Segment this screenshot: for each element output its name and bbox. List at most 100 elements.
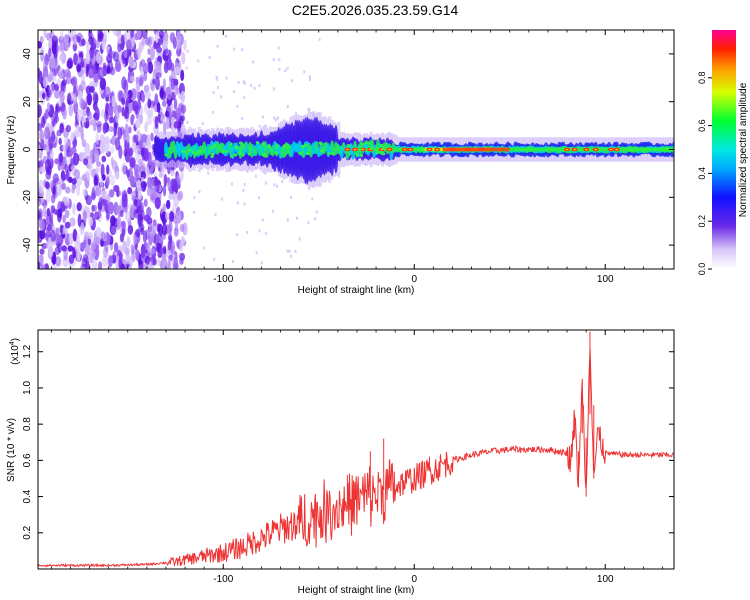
noise-speckle <box>128 147 134 158</box>
noise-speckle <box>147 61 154 74</box>
noise-speckle <box>159 90 167 101</box>
signal-blob <box>212 144 217 148</box>
noise-speckle <box>121 220 126 230</box>
noise-speckle <box>179 223 185 233</box>
signal-blob <box>366 141 371 145</box>
noise-speckle <box>39 159 44 168</box>
noise-speckle <box>61 182 67 191</box>
noise-speckle <box>165 116 170 130</box>
noise-speckle <box>70 165 76 172</box>
noise-speckle <box>62 78 68 86</box>
noise-speckle <box>170 241 176 254</box>
noise-speckle <box>65 38 69 52</box>
noise-speckle <box>71 187 76 194</box>
scatter-speckle <box>216 77 219 81</box>
scatter-speckle <box>214 213 217 217</box>
noise-speckle <box>114 171 120 180</box>
noise-speckle <box>135 249 140 261</box>
noise-speckle <box>113 184 120 193</box>
scatter-speckle <box>273 116 276 120</box>
scatter-speckle <box>198 190 201 194</box>
signal-blob <box>238 151 242 155</box>
noise-speckle <box>149 247 156 255</box>
noise-speckle <box>137 190 142 200</box>
signal-blob <box>303 143 308 148</box>
noise-speckle <box>72 203 76 216</box>
noise-speckle <box>68 254 75 265</box>
noise-speckle <box>129 157 136 168</box>
noise-speckle <box>44 126 51 140</box>
noise-speckle <box>130 75 136 82</box>
noise-speckle <box>115 110 120 123</box>
signal-blob <box>210 146 214 150</box>
noise-speckle <box>94 149 100 163</box>
scatter-speckle <box>220 197 223 201</box>
hot-spot-core <box>361 148 365 151</box>
noise-speckle <box>67 145 71 153</box>
noise-speckle <box>99 177 104 189</box>
scatter-speckle <box>265 181 268 185</box>
scatter-speckle <box>216 85 219 89</box>
noise-speckle <box>42 76 49 88</box>
scatter-speckle <box>232 90 235 94</box>
noise-speckle <box>61 173 67 181</box>
scatter-speckle <box>280 180 283 184</box>
noise-speckle <box>162 246 167 255</box>
noise-speckle <box>130 114 135 121</box>
noise-speckle <box>112 251 117 263</box>
noise-speckle <box>94 107 100 121</box>
noise-speckle <box>176 31 181 44</box>
noise-speckle <box>156 102 161 114</box>
noise-speckle <box>39 248 45 255</box>
noise-speckle <box>120 244 126 253</box>
noise-speckle <box>58 137 62 146</box>
noise-speckle <box>133 134 139 142</box>
noise-speckle <box>85 50 91 65</box>
noise-speckle <box>49 180 54 190</box>
noise-speckle <box>169 32 176 43</box>
signal-blob <box>262 152 267 156</box>
noise-speckle <box>112 30 119 37</box>
noise-speckle <box>176 192 183 202</box>
scatter-speckle <box>241 48 244 52</box>
noise-speckle <box>166 86 173 101</box>
signal-blob <box>319 142 323 146</box>
noise-speckle <box>143 198 148 207</box>
noise-speckle <box>109 215 116 227</box>
spectrogram-y-tick-label: 40 <box>22 48 33 60</box>
noise-speckle <box>73 168 81 180</box>
noise-speckle <box>181 51 186 65</box>
scatter-speckle <box>291 79 294 83</box>
noise-speckle <box>87 232 94 240</box>
noise-speckle <box>59 122 64 134</box>
noise-speckle <box>125 257 132 265</box>
hot-spot-core <box>609 148 613 151</box>
noise-speckle <box>42 204 47 218</box>
noise-speckle <box>140 244 146 258</box>
noise-speckle <box>59 224 63 234</box>
noise-speckle <box>77 108 84 122</box>
snr-y-tick-label: 0.6 <box>22 453 33 467</box>
noise-speckle <box>101 38 106 51</box>
noise-speckle <box>125 38 133 50</box>
snr-y-tick-label: 0.2 <box>22 525 33 539</box>
noise-speckle <box>146 141 152 151</box>
noise-speckle <box>86 92 93 106</box>
signal-blob <box>375 151 380 155</box>
noise-speckle <box>138 140 143 150</box>
noise-speckle <box>55 227 60 238</box>
noise-speckle <box>93 204 98 212</box>
noise-speckle <box>179 240 184 253</box>
scatter-speckle <box>286 105 289 109</box>
scatter-speckle <box>240 117 243 121</box>
scatter-speckle <box>258 84 261 88</box>
noise-speckle <box>90 241 96 250</box>
noise-speckle <box>124 106 130 120</box>
noise-speckle <box>147 98 152 109</box>
noise-speckle <box>113 242 119 253</box>
noise-speckle <box>110 175 115 187</box>
noise-speckle <box>175 211 182 224</box>
noise-speckle <box>113 123 118 137</box>
hot-spot-core <box>428 148 431 151</box>
hot-spot-core <box>403 148 407 151</box>
